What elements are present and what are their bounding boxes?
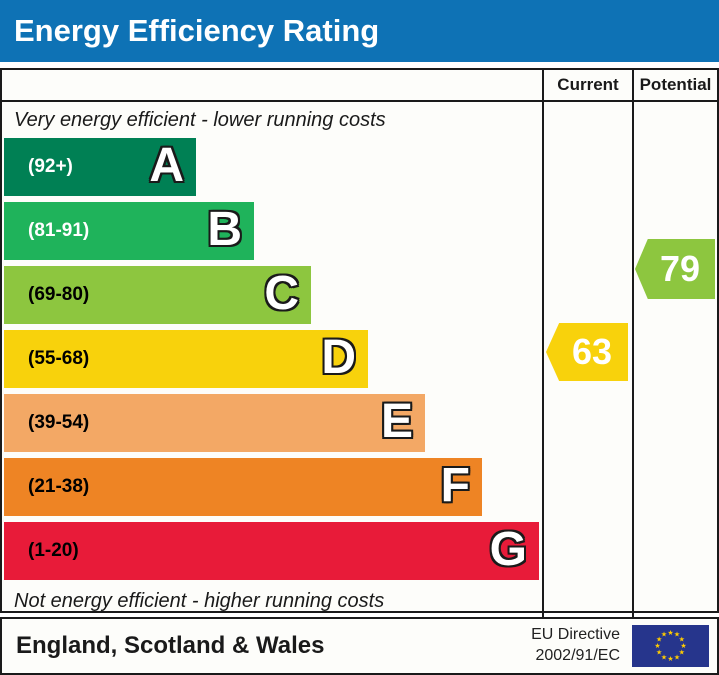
band-letter: C	[264, 267, 299, 321]
band-letter: G	[489, 523, 527, 577]
svg-text:★: ★	[654, 642, 660, 650]
band-range-label: (21-38)	[28, 476, 90, 497]
current-column: 63	[542, 102, 632, 617]
band-range-label: (92+)	[28, 156, 73, 177]
region-label: England, Scotland & Wales	[16, 632, 325, 659]
header-cell-current: Current	[542, 70, 632, 100]
band-letter: E	[380, 395, 413, 449]
column-header-row: Current Potential	[2, 70, 717, 102]
eu-flag-icon: ★ ★ ★ ★ ★ ★ ★ ★ ★ ★ ★ ★	[632, 625, 709, 667]
svg-text:★: ★	[656, 636, 662, 644]
header-cell-empty	[2, 70, 542, 100]
band-bar-d: (55-68) D	[4, 330, 368, 388]
eu-directive-line1: EU Directive	[531, 626, 620, 644]
svg-text:★: ★	[674, 631, 680, 639]
svg-text:★: ★	[661, 631, 667, 639]
bands-column: Very energy efficient - lower running co…	[2, 102, 542, 617]
bottom-note: Not energy efficient - higher running co…	[14, 590, 385, 612]
potential-column: 79	[632, 102, 717, 617]
band-bar-e: (39-54) E	[4, 394, 425, 452]
svg-text:★: ★	[667, 655, 673, 663]
epc-rating-table: Current Potential Very energy efficient …	[0, 68, 719, 617]
band-range-label: (69-80)	[28, 284, 90, 305]
header-cell-potential: Potential	[632, 70, 717, 100]
band-bar-c: (69-80) C	[4, 266, 311, 324]
svg-text:★: ★	[680, 642, 686, 650]
band-range-label: (39-54)	[28, 412, 90, 433]
svg-text:★: ★	[656, 649, 662, 657]
current-rating-marker: 63	[546, 323, 628, 381]
page-title: Energy Efficiency Rating	[14, 13, 380, 48]
eu-directive-label: EU Directive 2002/91/EC	[531, 625, 620, 667]
band-bar-f: (21-38) F	[4, 458, 482, 516]
svg-text:★: ★	[679, 636, 685, 644]
svg-text:★: ★	[674, 653, 680, 661]
band-letter: B	[207, 203, 242, 257]
table-body: Very energy efficient - lower running co…	[2, 102, 717, 617]
current-rating-value: 63	[571, 331, 613, 372]
band-letter: F	[440, 459, 470, 513]
svg-text:★: ★	[667, 629, 673, 637]
svg-text:★: ★	[679, 649, 685, 657]
potential-rating-value: 79	[659, 248, 701, 289]
title-bar: Energy Efficiency Rating	[0, 0, 719, 62]
band-bar-g: (1-20) G	[4, 522, 539, 580]
band-range-label: (55-68)	[28, 348, 90, 369]
footer-bar: England, Scotland & Wales EU Directive 2…	[0, 617, 719, 675]
eu-directive-line2: 2002/91/EC	[535, 647, 620, 664]
band-bar-a: (92+) A	[4, 138, 196, 196]
top-note: Very energy efficient - lower running co…	[14, 108, 386, 131]
band-range-label: (1-20)	[28, 540, 79, 561]
band-bar-b: (81-91) B	[4, 202, 254, 260]
svg-text:★: ★	[661, 653, 667, 661]
potential-rating-marker: 79	[635, 239, 715, 299]
band-letter: A	[149, 139, 184, 193]
band-letter: D	[321, 331, 356, 385]
band-range-label: (81-91)	[28, 220, 90, 241]
